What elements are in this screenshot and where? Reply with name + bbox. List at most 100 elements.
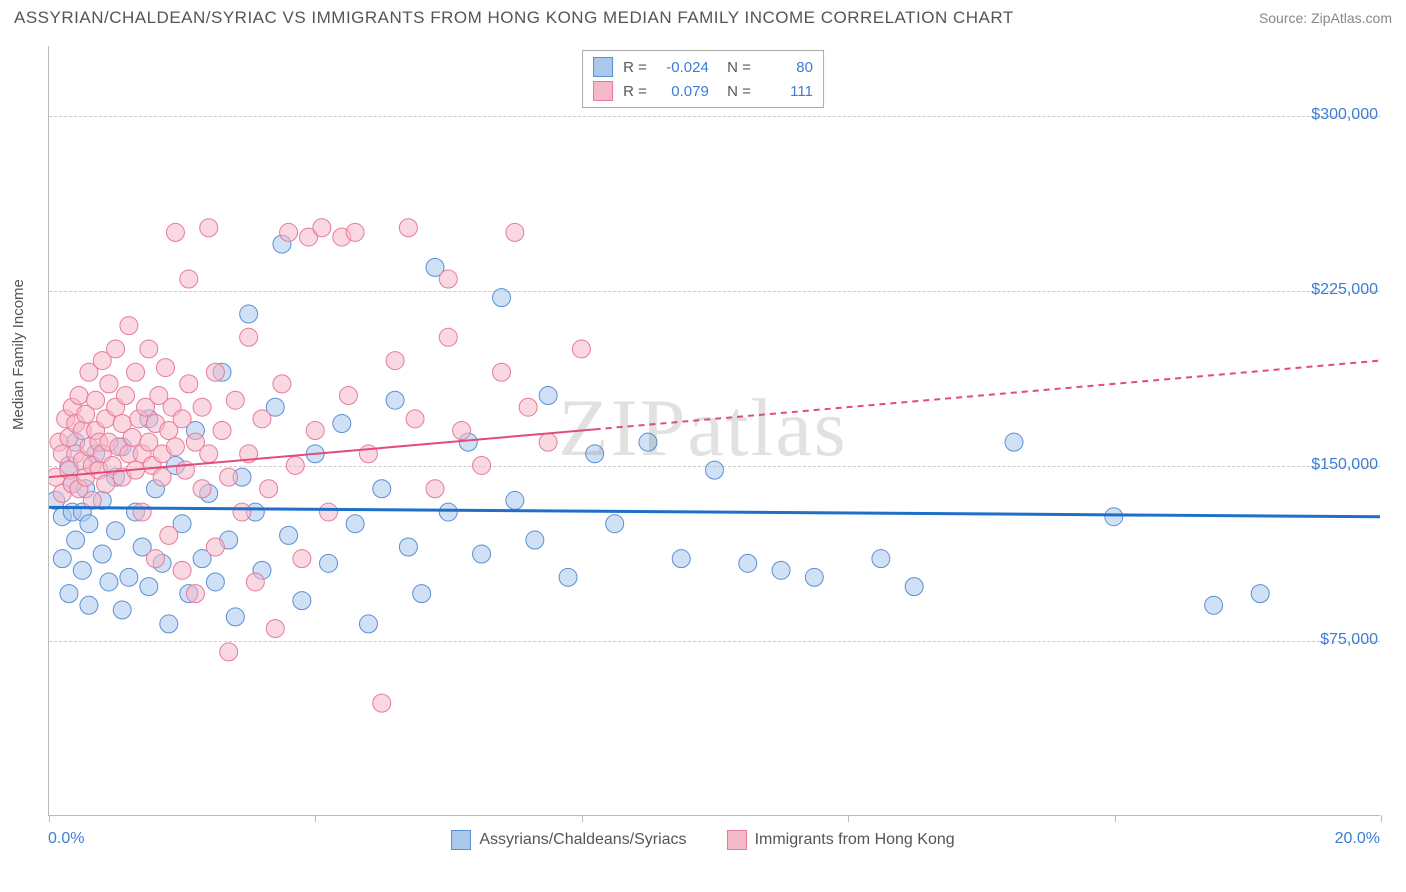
- data-point: [193, 398, 211, 416]
- data-point: [186, 585, 204, 603]
- data-point: [739, 554, 757, 572]
- data-point: [107, 340, 125, 358]
- data-point: [166, 438, 184, 456]
- data-point: [206, 573, 224, 591]
- legend-item-1: Assyrians/Chaldeans/Syriacs: [451, 830, 686, 850]
- data-point: [140, 340, 158, 358]
- x-tick: [49, 815, 50, 822]
- data-point: [439, 328, 457, 346]
- data-point: [60, 585, 78, 603]
- correlation-legend: R = -0.024 N = 80 R = 0.079 N = 111: [582, 50, 824, 108]
- data-point: [280, 526, 298, 544]
- x-tick: [582, 815, 583, 822]
- data-point: [120, 317, 138, 335]
- data-point: [173, 410, 191, 428]
- data-point: [233, 503, 251, 521]
- n-value-2: 111: [761, 83, 813, 100]
- data-point: [493, 289, 511, 307]
- data-point: [373, 480, 391, 498]
- data-point: [127, 363, 145, 381]
- r-label: R =: [623, 83, 647, 100]
- data-point: [506, 491, 524, 509]
- data-point: [80, 596, 98, 614]
- data-point: [359, 445, 377, 463]
- data-point: [1105, 508, 1123, 526]
- data-point: [280, 223, 298, 241]
- data-point: [117, 387, 135, 405]
- data-point: [320, 554, 338, 572]
- data-point: [140, 578, 158, 596]
- data-point: [706, 461, 724, 479]
- data-point: [226, 608, 244, 626]
- data-point: [53, 550, 71, 568]
- data-point: [333, 415, 351, 433]
- data-point: [67, 531, 85, 549]
- data-point: [386, 391, 404, 409]
- data-point: [519, 398, 537, 416]
- legend-row-series-1: R = -0.024 N = 80: [593, 55, 813, 79]
- data-point: [439, 503, 457, 521]
- data-point: [359, 615, 377, 633]
- data-point: [559, 568, 577, 586]
- data-point: [413, 585, 431, 603]
- data-point: [226, 391, 244, 409]
- data-point: [606, 515, 624, 533]
- data-point: [193, 480, 211, 498]
- data-point: [473, 456, 491, 474]
- data-point: [905, 578, 923, 596]
- data-point: [506, 223, 524, 241]
- source-label: Source: ZipAtlas.com: [1259, 10, 1392, 26]
- data-point: [473, 545, 491, 563]
- data-point: [70, 387, 88, 405]
- data-point: [80, 515, 98, 533]
- data-point: [346, 515, 364, 533]
- data-point: [253, 410, 271, 428]
- data-point: [93, 545, 111, 563]
- data-point: [220, 643, 238, 661]
- data-point: [100, 375, 118, 393]
- data-point: [260, 480, 278, 498]
- data-point: [200, 219, 218, 237]
- data-point: [493, 363, 511, 381]
- data-point: [97, 475, 115, 493]
- data-point: [346, 223, 364, 241]
- data-point: [586, 445, 604, 463]
- data-point: [373, 694, 391, 712]
- data-point: [872, 550, 890, 568]
- data-point: [453, 422, 471, 440]
- data-point: [339, 387, 357, 405]
- r-label: R =: [623, 59, 647, 76]
- data-point: [406, 410, 424, 428]
- data-point: [200, 445, 218, 463]
- data-point: [526, 531, 544, 549]
- data-point: [107, 522, 125, 540]
- data-point: [173, 561, 191, 579]
- data-point: [213, 422, 231, 440]
- data-point: [87, 391, 105, 409]
- data-point: [180, 375, 198, 393]
- data-point: [286, 456, 304, 474]
- data-point: [439, 270, 457, 288]
- data-point: [73, 561, 91, 579]
- swatch-blue: [451, 830, 471, 850]
- data-point: [539, 387, 557, 405]
- data-point: [1205, 596, 1223, 614]
- data-point: [399, 219, 417, 237]
- scatter-svg: [49, 46, 1380, 815]
- n-label: N =: [719, 83, 751, 100]
- n-value-1: 80: [761, 59, 813, 76]
- series-legend: Assyrians/Chaldeans/Syriacs Immigrants f…: [0, 830, 1406, 850]
- legend-item-2: Immigrants from Hong Kong: [727, 830, 955, 850]
- data-point: [240, 328, 258, 346]
- data-point: [206, 363, 224, 381]
- data-point: [160, 615, 178, 633]
- swatch-pink: [727, 830, 747, 850]
- header: ASSYRIAN/CHALDEAN/SYRIAC VS IMMIGRANTS F…: [0, 0, 1406, 32]
- data-point: [146, 550, 164, 568]
- x-tick: [1115, 815, 1116, 822]
- y-axis-label: Median Family Income: [10, 279, 27, 430]
- data-point: [123, 429, 141, 447]
- trend-line-dashed: [595, 361, 1380, 430]
- data-point: [539, 433, 557, 451]
- data-point: [805, 568, 823, 586]
